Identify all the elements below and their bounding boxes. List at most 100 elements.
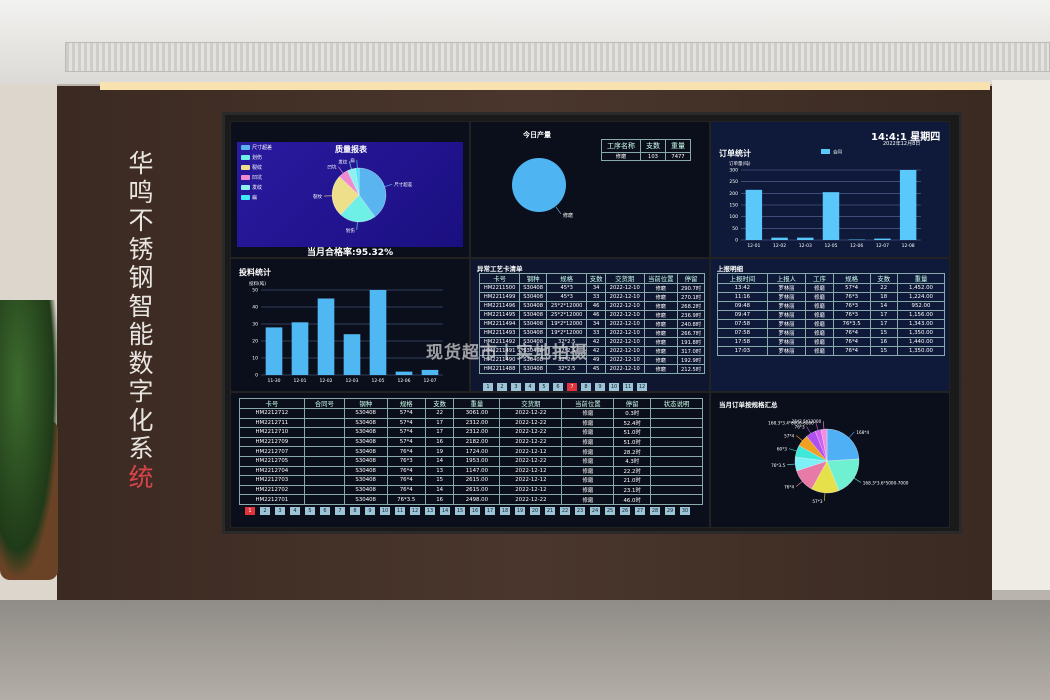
table-row[interactable]: HM2211496 S30408 25*2*12000 46 2022-12-10 修磨 2…: [478, 301, 705, 311]
table-row[interactable]: HM2212709 S30408 57*4 16 2182.00 2022-12-22 修磨…: [239, 436, 703, 448]
page-button[interactable]: 3: [511, 383, 521, 391]
page-button[interactable]: 10: [609, 383, 619, 391]
table-row[interactable]: 07:58 罗林丽 修磨 76*3.5 17 1,343.00: [717, 319, 946, 329]
table-cell: 2022-12-10: [604, 310, 645, 320]
page-button[interactable]: 5: [305, 507, 315, 515]
table-row[interactable]: HM2211494 S30408 19*2*12000 34 2022-12-10 修磨 2…: [478, 319, 705, 329]
page-button[interactable]: 15: [455, 507, 465, 515]
table-row[interactable]: HM2211495 S30408 25*2*12000 46 2022-12-10 修磨 2…: [478, 310, 705, 320]
page-button[interactable]: 2: [260, 507, 270, 515]
page-button[interactable]: 1: [483, 383, 493, 391]
table-row[interactable]: HM2211488 S30408 32*2.5 45 2022-12-10 修磨 212.5…: [478, 364, 705, 374]
table-row[interactable]: 17:03 罗林丽 修磨 76*4 15 1,350.00: [717, 346, 946, 356]
page-button[interactable]: 30: [680, 507, 690, 515]
column-header: 规格: [545, 273, 588, 284]
table-cell: 16: [869, 337, 898, 347]
table-cell: 修磨: [601, 152, 641, 161]
table-cell: 952.00: [896, 301, 946, 311]
table-cell: 修磨: [643, 355, 679, 365]
page-button[interactable]: 25: [605, 507, 615, 515]
page-button[interactable]: 11: [623, 383, 633, 391]
table-cell: S30408: [519, 283, 547, 293]
page-button[interactable]: 5: [539, 383, 549, 391]
page-button[interactable]: 6: [553, 383, 563, 391]
table-cell: [650, 408, 703, 419]
table-cell: [303, 408, 345, 419]
table-row[interactable]: HM2211493 S30408 19*2*12000 33 2022-12-10 修磨 2…: [478, 328, 705, 338]
page-button[interactable]: 10: [380, 507, 390, 515]
page-button[interactable]: 9: [595, 383, 605, 391]
table-cell: HM2212701: [239, 494, 305, 505]
table-row[interactable]: 13:42 罗林丽 修磨 57*4 22 1,452.00: [717, 283, 946, 293]
page-button[interactable]: 22: [560, 507, 570, 515]
table-cell: 268.2时: [677, 301, 705, 311]
page-button[interactable]: 7: [335, 507, 345, 515]
page-button[interactable]: 24: [590, 507, 600, 515]
column-header: 卡号: [478, 273, 521, 284]
page-button[interactable]: 1: [245, 507, 255, 515]
page-button[interactable]: 7: [567, 383, 577, 391]
column-header: 合同号: [303, 398, 345, 409]
page-button[interactable]: 17: [485, 507, 495, 515]
table-cell: 修磨: [805, 337, 834, 347]
table-row[interactable]: HM2211499 S30408 45*3 33 2022-12-10 修磨 270.1时: [478, 292, 705, 302]
legend-item: 凹坑: [241, 174, 272, 181]
page-button[interactable]: 16: [470, 507, 480, 515]
page-button[interactable]: 23: [575, 507, 585, 515]
table-row[interactable]: HM2212711 S30408 57*4 17 2312.00 2022-12-22 修磨…: [239, 417, 703, 429]
page-button[interactable]: 6: [320, 507, 330, 515]
page-button[interactable]: 29: [665, 507, 675, 515]
table-row[interactable]: HM2212705 S30408 76*3 14 1953.00 2022-12-22 修磨…: [239, 455, 703, 467]
table-cell: 罗林丽: [766, 337, 807, 347]
page-button[interactable]: 20: [530, 507, 540, 515]
table-row[interactable]: 07:58 罗林丽 修磨 76*4 15 1,350.00: [717, 328, 946, 338]
table-cell: 14: [869, 301, 898, 311]
table-row[interactable]: HM2212707 S30408 76*4 19 1724.00 2022-12-12 修磨…: [239, 446, 703, 457]
page-button[interactable]: 12: [410, 507, 420, 515]
page-button[interactable]: 9: [365, 507, 375, 515]
page-button[interactable]: 14: [440, 507, 450, 515]
column-header: 状态说明: [650, 398, 703, 409]
table-cell: 2022-12-10: [604, 292, 645, 302]
table-cell: 51.0时: [613, 427, 652, 438]
page-button[interactable]: 8: [350, 507, 360, 515]
page-button[interactable]: 12: [637, 383, 647, 391]
table-cell: HM2211496: [478, 301, 521, 311]
page-button[interactable]: 18: [500, 507, 510, 515]
table-cell: HM2212711: [239, 417, 305, 429]
table-row[interactable]: HM2212704 S30408 76*4 13 1147.00 2022-12-12 修磨…: [239, 465, 703, 477]
page-button[interactable]: 3: [275, 507, 285, 515]
table-cell: [650, 475, 703, 486]
legend-swatch: [241, 155, 250, 160]
page-button[interactable]: 8: [581, 383, 591, 391]
x-tick-label: 12-03: [345, 378, 358, 384]
page-button[interactable]: 13: [425, 507, 435, 515]
table-cell: [303, 455, 345, 467]
page-button[interactable]: 28: [650, 507, 660, 515]
table-row[interactable]: HM2211491 S30408 32*2.5 42 2022-12-10 修磨 317.0…: [478, 346, 705, 356]
page-button[interactable]: 19: [515, 507, 525, 515]
page-button[interactable]: 27: [635, 507, 645, 515]
table-row[interactable]: 09:47 罗林丽 修磨 76*3 17 1,156.00: [717, 310, 946, 320]
table-row[interactable]: HM2212710 S30408 57*4 17 2312.00 2022-12-22 修磨…: [239, 427, 703, 438]
table-cell: 2498.00: [453, 494, 501, 505]
table-cell: HM2212707: [239, 446, 305, 457]
table-row[interactable]: HM2212712 S30408 57*4 22 3061.00 2022-12-22 修磨…: [239, 408, 703, 419]
table-cell: 17: [424, 427, 455, 438]
page-button[interactable]: 11: [395, 507, 405, 515]
table-row[interactable]: 11:16 罗林丽 修磨 76*3 18 1,224.00: [717, 292, 946, 302]
table-cell: 2022-12-10: [604, 301, 645, 311]
page-button[interactable]: 4: [290, 507, 300, 515]
table-row[interactable]: 09:48 罗林丽 修磨 76*3 14 952.00: [717, 301, 946, 311]
table-row[interactable]: HM2212702 S30408 76*4 14 2615.00 2022-12-12 修磨…: [239, 484, 703, 496]
table-row[interactable]: 17:58 罗林丽 修磨 76*4 16 1,440.00: [717, 337, 946, 347]
table-row[interactable]: HM2212703 S30408 76*4 15 2615.00 2022-12-12 修磨…: [239, 475, 703, 486]
page-button[interactable]: 2: [497, 383, 507, 391]
table-row[interactable]: HM2211500 S30408 45*3 34 2022-12-10 修磨 290.7时: [478, 283, 705, 293]
page-button[interactable]: 4: [525, 383, 535, 391]
page-button[interactable]: 26: [620, 507, 630, 515]
column-header: 支数: [424, 398, 455, 409]
table-row[interactable]: HM2212701 S30408 76*3.5 16 2498.00 2022-12-22…: [239, 494, 703, 505]
page-button[interactable]: 21: [545, 507, 555, 515]
table-cell: 1,440.00: [896, 337, 946, 347]
